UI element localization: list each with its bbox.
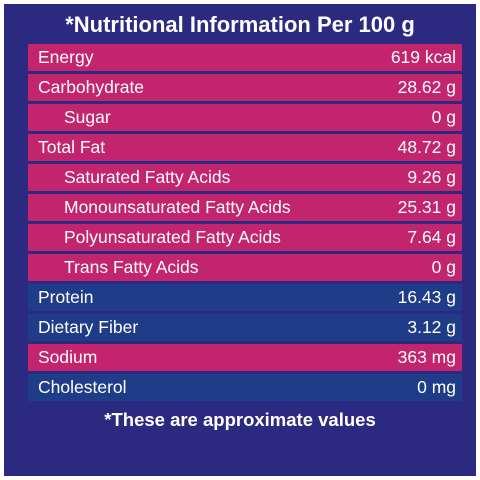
row-energy: Energy 619 kcal	[28, 44, 462, 71]
row-label: Saturated Fatty Acids	[64, 167, 231, 187]
row-value: 0 g	[431, 257, 456, 277]
row-label: Sodium	[38, 347, 98, 367]
row-label: Dietary Fiber	[38, 317, 139, 337]
row-label: Cholesterol	[38, 377, 127, 397]
row-protein: Protein 16.43 g	[28, 284, 462, 311]
row-polyunsaturated-fatty-acids: Polyunsaturated Fatty Acids 7.64 g	[28, 224, 462, 251]
row-label: Carbohydrate	[38, 77, 145, 97]
row-value: 619 kcal	[390, 47, 456, 67]
approximate-values-footnote: *These are approximate values	[104, 409, 376, 430]
row-sugar: Sugar 0 g	[28, 104, 462, 131]
row-label: Polyunsaturated Fatty Acids	[64, 227, 281, 247]
row-label: Total Fat	[38, 137, 106, 157]
row-label: Energy	[38, 47, 94, 67]
nutrition-table: Energy 619 kcal Carbohydrate 28.62 g Sug…	[28, 44, 462, 404]
row-sodium: Sodium 363 mg	[28, 344, 462, 371]
row-value: 25.31 g	[397, 197, 456, 217]
row-value: 9.26 g	[407, 167, 456, 187]
nutrition-panel: *Nutritional Information Per 100 g Energ…	[4, 4, 476, 476]
row-label: Protein	[38, 287, 94, 307]
row-value: 0 mg	[417, 377, 456, 397]
row-carbohydrate: Carbohydrate 28.62 g	[28, 74, 462, 101]
row-label: Trans Fatty Acids	[64, 257, 199, 277]
row-cholesterol: Cholesterol 0 mg	[28, 374, 462, 401]
row-monounsaturated-fatty-acids: Monounsaturated Fatty Acids 25.31 g	[28, 194, 462, 221]
row-label: Sugar	[64, 107, 111, 127]
row-dietary-fiber: Dietary Fiber 3.12 g	[28, 314, 462, 341]
row-value: 48.72 g	[397, 137, 456, 157]
row-value: 3.12 g	[407, 317, 456, 337]
row-saturated-fatty-acids: Saturated Fatty Acids 9.26 g	[28, 164, 462, 191]
row-value: 363 mg	[397, 347, 456, 367]
row-total-fat: Total Fat 48.72 g	[28, 134, 462, 161]
nutrition-title: *Nutritional Information Per 100 g	[65, 12, 415, 37]
row-trans-fatty-acids: Trans Fatty Acids 0 g	[28, 254, 462, 281]
row-value: 28.62 g	[397, 77, 456, 97]
row-label: Monounsaturated Fatty Acids	[64, 197, 291, 217]
row-value: 16.43 g	[397, 287, 456, 307]
row-value: 7.64 g	[407, 227, 456, 247]
row-value: 0 g	[431, 107, 456, 127]
